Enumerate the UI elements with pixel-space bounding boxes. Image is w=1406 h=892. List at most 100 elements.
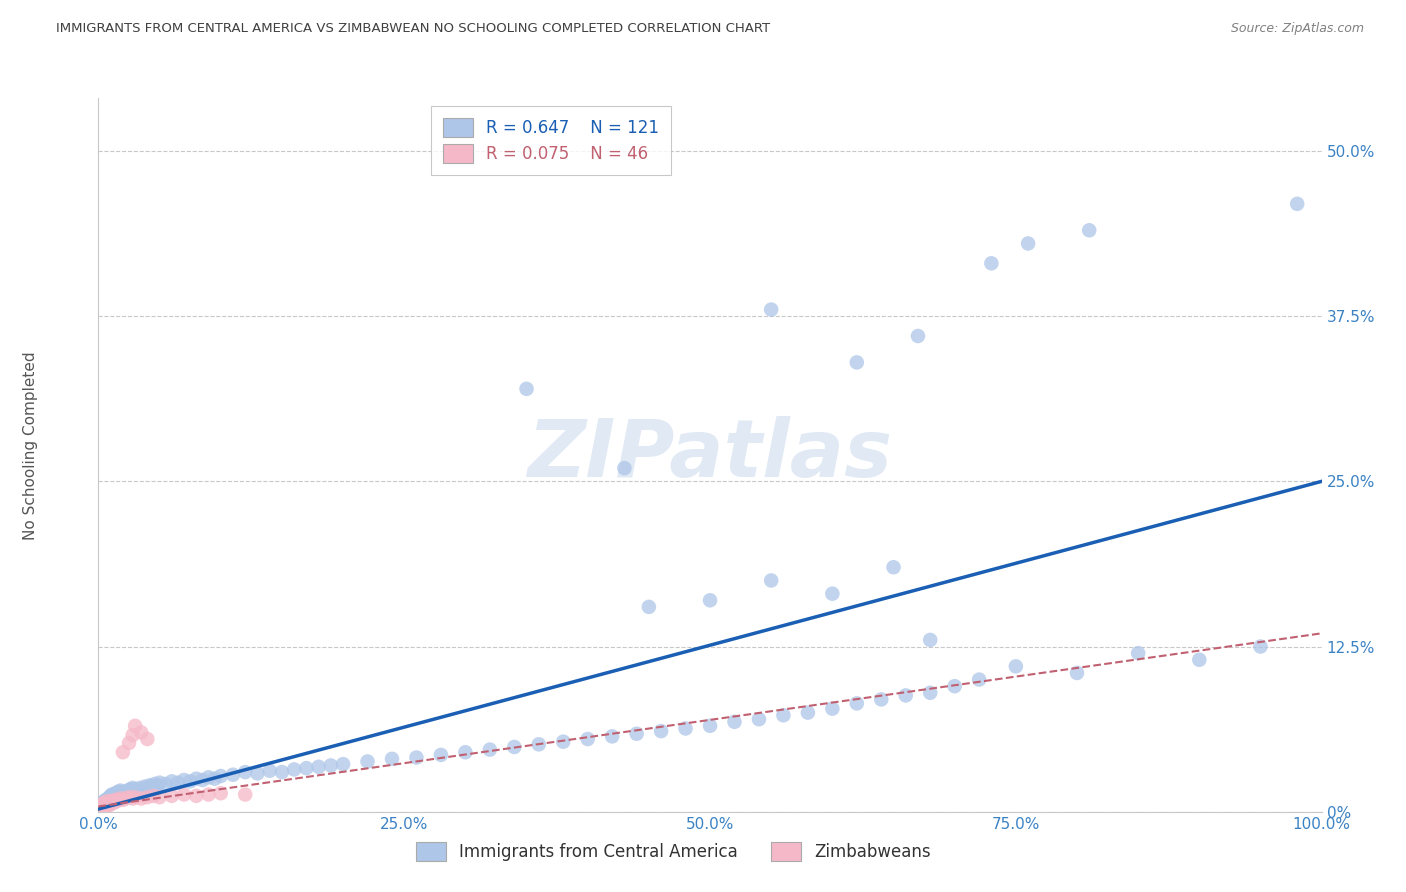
Point	[98, 796, 121, 810]
Point	[105, 788, 128, 802]
Point	[613, 461, 636, 475]
Point	[108, 786, 131, 800]
Point	[295, 761, 318, 775]
Point	[114, 791, 136, 805]
Point	[101, 793, 124, 807]
Point	[131, 782, 153, 797]
Point	[967, 673, 990, 687]
Point	[1078, 223, 1101, 237]
Point	[101, 794, 124, 808]
Point	[121, 780, 143, 795]
Point	[186, 789, 208, 803]
Point	[101, 791, 124, 805]
Point	[1286, 197, 1309, 211]
Point	[110, 791, 132, 805]
Point	[821, 587, 844, 601]
Point	[110, 783, 132, 797]
Point	[100, 789, 122, 803]
Point	[118, 736, 141, 750]
Point	[155, 777, 177, 791]
Point	[772, 708, 794, 723]
Point	[143, 777, 166, 791]
Point	[103, 796, 125, 810]
Point	[1128, 646, 1150, 660]
Point	[120, 782, 142, 797]
Point	[146, 778, 169, 792]
Point	[160, 789, 183, 803]
Point	[127, 783, 149, 797]
Point	[124, 782, 146, 797]
Point	[626, 727, 648, 741]
Point	[89, 801, 111, 815]
Point	[197, 788, 219, 802]
Point	[650, 724, 672, 739]
Point	[478, 742, 501, 756]
Point	[821, 701, 844, 715]
Point	[553, 734, 575, 748]
Point	[246, 766, 269, 780]
Point	[675, 722, 697, 736]
Point	[233, 788, 256, 802]
Point	[100, 793, 122, 807]
Point	[110, 788, 132, 802]
Point	[186, 772, 208, 786]
Point	[167, 775, 190, 789]
Point	[149, 790, 172, 805]
Point	[527, 737, 550, 751]
Point	[319, 758, 342, 772]
Point	[136, 732, 159, 747]
Point	[91, 797, 114, 811]
Point	[761, 302, 783, 317]
Point	[454, 745, 477, 759]
Point	[105, 791, 128, 805]
Point	[980, 256, 1002, 270]
Point	[149, 775, 172, 789]
Point	[129, 725, 152, 739]
Point	[91, 796, 114, 810]
Point	[101, 788, 124, 802]
Point	[94, 797, 117, 811]
Point	[191, 772, 214, 787]
Point	[121, 791, 143, 805]
Point	[97, 791, 120, 805]
Point	[136, 790, 159, 805]
Point	[107, 785, 129, 799]
Point	[91, 801, 114, 815]
Point	[883, 560, 905, 574]
Point	[97, 794, 120, 808]
Point	[94, 793, 117, 807]
Point	[259, 764, 281, 778]
Point	[1188, 653, 1211, 667]
Text: No Schooling Completed: No Schooling Completed	[24, 351, 38, 541]
Point	[96, 794, 118, 808]
Point	[179, 774, 201, 789]
Point	[209, 769, 232, 783]
Point	[699, 593, 721, 607]
Point	[1017, 236, 1039, 251]
Point	[107, 789, 129, 803]
Point	[283, 763, 305, 777]
Point	[114, 785, 136, 799]
Point	[104, 793, 127, 807]
Point	[845, 355, 868, 369]
Point	[894, 689, 917, 703]
Point	[173, 772, 195, 787]
Point	[515, 382, 537, 396]
Point	[104, 786, 127, 800]
Point	[920, 632, 942, 647]
Point	[100, 797, 122, 811]
Point	[124, 719, 146, 733]
Point	[430, 747, 453, 762]
Point	[101, 796, 124, 810]
Point	[98, 790, 121, 805]
Point	[96, 798, 118, 813]
Point	[870, 692, 893, 706]
Point	[93, 794, 115, 808]
Point	[115, 786, 138, 800]
Point	[723, 714, 745, 729]
Point	[93, 797, 115, 811]
Point	[97, 797, 120, 811]
Point	[103, 791, 125, 805]
Text: IMMIGRANTS FROM CENTRAL AMERICA VS ZIMBABWEAN NO SCHOOLING COMPLETED CORRELATION: IMMIGRANTS FROM CENTRAL AMERICA VS ZIMBA…	[56, 22, 770, 36]
Point	[233, 765, 256, 780]
